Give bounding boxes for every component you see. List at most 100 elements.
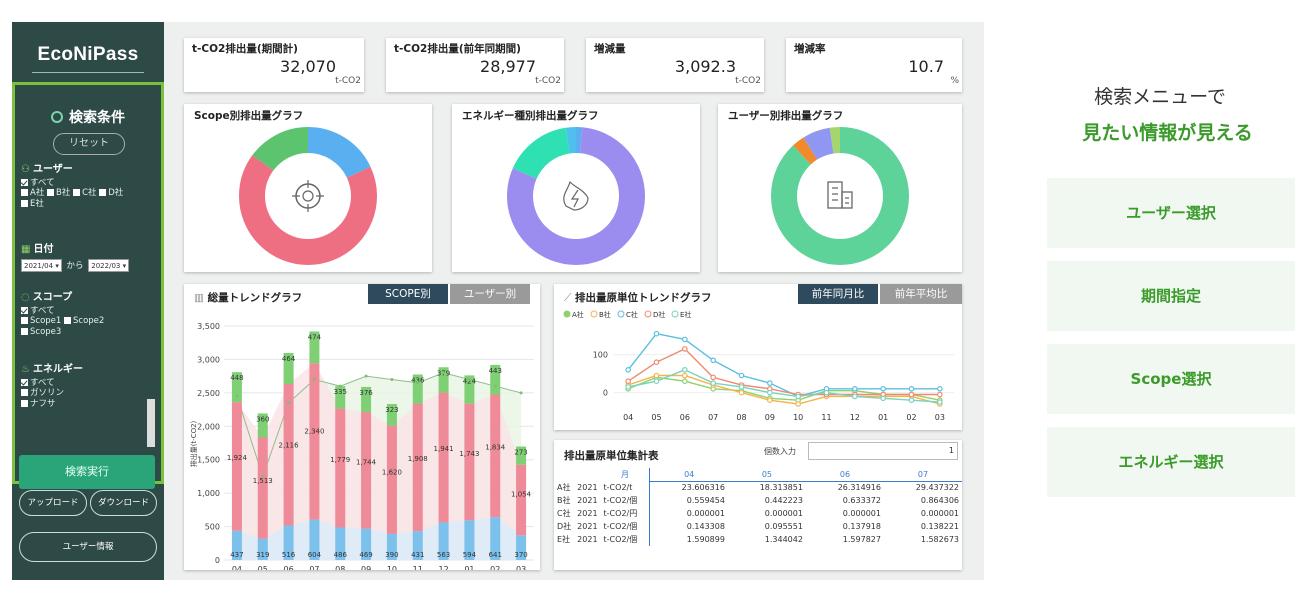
energy-all-checkbox[interactable] (21, 378, 28, 386)
stacked-bar-segment (257, 538, 268, 560)
series-point (653, 378, 660, 385)
scope2-label: Scope2 (73, 316, 105, 326)
user-a-checkbox[interactable] (21, 189, 28, 196)
search-title: 検索条件 (15, 107, 161, 127)
y-tick-label: 3,500 (197, 322, 220, 331)
user-all-label: すべて (30, 177, 55, 188)
donut-slice (239, 127, 377, 265)
kpi-value: 28,977 (480, 57, 536, 76)
bar-chart-icon: ▥ (194, 292, 204, 304)
total-trend-chart[interactable]: 0 500 1,000 1,500 2,000 2,500 3,000 3,500 排出量(t-… (184, 284, 540, 574)
tab-avg[interactable]: 前年平均比 (880, 284, 962, 304)
year-cell: 2021 (577, 496, 598, 505)
x-tick-label: 09 (361, 565, 371, 570)
bar-data-label: 469 (359, 551, 372, 559)
table-row: B社 2021 t-CO2/個 0.559454 0.442223 0.633372 0.8… (554, 494, 962, 507)
user-d-checkbox[interactable] (99, 189, 107, 196)
building-windows (832, 187, 849, 204)
energy-donut-chart[interactable] (452, 104, 700, 272)
energy-gasoline-label: ガソリン (30, 388, 65, 398)
calendar-icon: ▦ (21, 244, 31, 255)
stacked-bar-segment (464, 403, 475, 521)
series-point (795, 401, 801, 407)
year-cell: 2021 (577, 483, 598, 492)
series-point (682, 336, 688, 343)
bar-data-label: 390 (385, 551, 398, 559)
user-c-checkbox[interactable] (73, 189, 81, 196)
series-point (908, 397, 915, 404)
value-cell: 1.597827 (842, 535, 881, 544)
company-cell: B社 (557, 496, 571, 505)
scope3-label: Scope3 (30, 326, 62, 337)
stacked-bar-segment (231, 402, 242, 531)
bar-data-label: 431 (411, 551, 424, 559)
bar-data-label: 319 (256, 551, 269, 559)
bar-data-label: 594 (463, 551, 477, 559)
stacked-bar-segment (438, 522, 449, 560)
scope2-checkbox[interactable] (64, 317, 72, 324)
series-point (738, 384, 745, 390)
count-input[interactable]: 1 (808, 442, 958, 460)
legend-marker (671, 310, 679, 318)
kpi-card-diff: 増減量 3,092.3 t-CO2 (586, 38, 764, 92)
x-tick-label: 10 (793, 413, 803, 422)
execute-search-button[interactable]: 検索実行 (19, 455, 155, 489)
x-tick-label: 04 (232, 565, 242, 570)
stacked-bar-segment (490, 394, 501, 518)
date-filter: ▦ 日付 2021/04 ▾ から 2022/03 ▾ (21, 244, 130, 272)
tab-user[interactable]: ユーザー別 (450, 284, 530, 304)
stacked-bar-segment (283, 525, 294, 560)
bar-data-label: 641 (489, 551, 502, 559)
series-point (937, 386, 943, 392)
reset-button[interactable]: リセット (53, 133, 125, 155)
x-tick-label: 06 (680, 413, 690, 422)
x-tick-label: 12 (850, 413, 860, 422)
x-tick-label: 09 (765, 413, 775, 422)
donut-slice (771, 127, 909, 265)
trend-point (287, 401, 291, 405)
bar-data-label: 436 (411, 376, 425, 384)
scope-donut-chart[interactable] (184, 104, 432, 272)
legend-item: E社 (671, 310, 691, 319)
bar-data-label: 474 (308, 333, 322, 341)
series-point (852, 393, 858, 400)
user-info-button[interactable]: ユーザー情報 (19, 532, 157, 562)
user-select-feature: ユーザー選択 (1047, 178, 1295, 248)
scope3-checkbox[interactable] (21, 327, 28, 335)
unit-trend-chart[interactable]: A社 B社 C社 D社 E社 0 100 04 05 06 07 08 09 10 11 12 01 02 03 (554, 284, 962, 430)
scope1-checkbox[interactable] (21, 317, 28, 324)
series-point (625, 378, 631, 385)
user-e-checkbox[interactable] (21, 199, 28, 207)
series-point (767, 380, 773, 386)
upload-button[interactable]: アップロード (19, 490, 87, 516)
user-donut-card: ユーザー別排出量グラフ (718, 104, 962, 272)
date-to-select[interactable]: 2022/03 ▾ (88, 258, 130, 272)
user-b-checkbox[interactable] (47, 189, 55, 196)
bar-data-label: 437 (230, 551, 243, 559)
tab-yoy[interactable]: 前年同月比 (798, 284, 878, 304)
date-from-select[interactable]: 2021/04 ▾ (21, 258, 62, 272)
x-tick-label: 11 (821, 413, 831, 422)
user-c-label: C社 (82, 188, 97, 198)
tab-scope[interactable]: SCOPE別 (368, 284, 448, 304)
bar-data-label: 424 (463, 377, 477, 385)
bar-data-label: 486 (334, 551, 348, 559)
stacked-bar-segment (361, 386, 372, 413)
energy-scrollbar[interactable] (147, 399, 155, 447)
value-cell: 0.137918 (842, 522, 881, 531)
bar-data-label: 1,054 (511, 491, 532, 499)
x-tick-label: 10 (387, 565, 397, 570)
total-trend-card: ▥ 総量トレンドグラフ SCOPE別 ユーザー別 0 500 1,000 1,500 2… (184, 284, 540, 574)
company-cell: D社 (557, 522, 572, 531)
energy-naphtha-checkbox[interactable] (21, 399, 28, 407)
bar-data-label: 360 (256, 415, 269, 423)
user-all-checkbox[interactable] (21, 178, 28, 186)
user-donut-chart[interactable] (718, 104, 962, 272)
x-tick-label: 12 (438, 565, 448, 570)
scope-all-checkbox[interactable] (21, 306, 28, 314)
stacked-bar-segment (335, 527, 346, 560)
stacked-bar-segment (309, 363, 320, 520)
download-button[interactable]: ダウンロード (90, 490, 157, 516)
legend-marker (590, 310, 598, 318)
energy-gasoline-checkbox[interactable] (21, 389, 28, 396)
